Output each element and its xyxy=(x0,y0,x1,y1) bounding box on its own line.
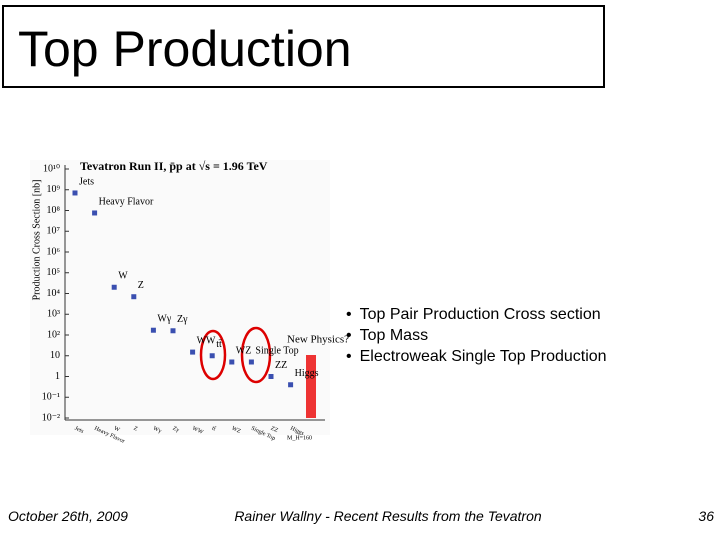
bullet: Electroweak Single Top Production xyxy=(346,346,607,367)
point-label: Single Top xyxy=(255,345,298,356)
y-tick-label: 10⁹ xyxy=(47,184,61,195)
annotation: M_H=160 xyxy=(287,435,312,441)
y-tick-label: 10⁸ xyxy=(47,205,61,216)
point-label: tt̄ xyxy=(216,339,222,350)
y-tick-label: 1 xyxy=(55,371,60,382)
x-tick-label: Zγ xyxy=(172,426,181,434)
annotation: New Physics? xyxy=(287,334,349,346)
new-physics-bar xyxy=(306,355,316,418)
x-tick-label: WZ xyxy=(230,426,241,436)
y-tick-label: 10⁷ xyxy=(47,226,61,237)
point xyxy=(72,190,78,196)
x-tick-label: W xyxy=(113,426,121,434)
point-label: Jets xyxy=(79,176,94,187)
point xyxy=(111,284,117,290)
y-tick-label: 10³ xyxy=(47,309,60,320)
point-label: Higgs xyxy=(295,368,319,379)
y-tick-label: 10⁻¹ xyxy=(42,392,60,403)
y-tick-label: 10⁶ xyxy=(47,246,61,257)
point-label: Z xyxy=(138,280,144,291)
x-tick-label: Wγ xyxy=(152,426,162,435)
x-tick-label: Jets xyxy=(74,426,85,436)
y-tick-label: 10⁴ xyxy=(47,288,61,299)
bullet: Top Pair Production Cross section xyxy=(346,304,607,325)
y-tick-label: 10⁵ xyxy=(47,267,61,278)
point xyxy=(150,327,156,333)
point xyxy=(229,359,235,365)
slide-title: Top Production xyxy=(18,21,352,77)
point xyxy=(248,359,254,365)
point-label: ZZ xyxy=(275,360,287,371)
point xyxy=(288,382,294,388)
highlight-ellipse xyxy=(240,326,272,384)
title-box: Top Production xyxy=(2,5,605,88)
y-tick-label: 10² xyxy=(47,329,60,340)
x-tick-label: tt̄ xyxy=(211,425,217,432)
y-tick-label: 10⁻² xyxy=(42,412,60,423)
figure-background xyxy=(30,160,330,435)
footer-center: Rainer Wallny - Recent Results from the … xyxy=(234,508,542,524)
x-tick-label: ZZ xyxy=(270,426,279,435)
point-label: Wγ xyxy=(157,314,171,325)
x-tick-label: WW xyxy=(191,426,204,436)
y-tick-label: 10 xyxy=(50,350,60,361)
point-label: Heavy Flavor xyxy=(99,196,154,207)
point xyxy=(131,294,137,300)
page-number: 36 xyxy=(698,508,714,524)
bullet: Top Mass xyxy=(346,325,607,346)
highlight-ellipse xyxy=(199,329,227,381)
point-label: WW xyxy=(197,335,216,346)
point xyxy=(190,349,196,355)
point xyxy=(209,353,215,359)
point xyxy=(170,328,176,334)
point-label: Zγ xyxy=(177,314,188,325)
footer-date: October 26th, 2009 xyxy=(8,508,128,524)
x-tick-label: Z xyxy=(132,426,138,433)
point-label: W xyxy=(118,271,128,282)
point xyxy=(92,210,98,216)
y-axis-label: Production Cross Section [nb] xyxy=(31,180,42,301)
point xyxy=(268,374,274,379)
chart-title: Tevatron Run II, p̄p at √s = 1.96 TeV xyxy=(80,159,268,173)
y-tick-label: 10¹⁰ xyxy=(43,163,60,174)
x-tick-label: Higgs xyxy=(289,426,305,438)
bullet-list: Top Pair Production Cross sectionTop Mas… xyxy=(346,304,607,367)
point-label: WZ xyxy=(236,345,252,356)
